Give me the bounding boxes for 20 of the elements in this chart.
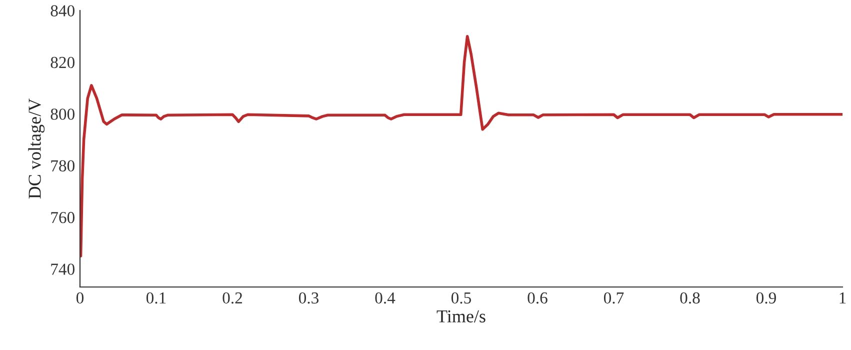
x-tick-label: 0.9 bbox=[756, 292, 776, 304]
x-axis-title: Time/s bbox=[436, 310, 486, 322]
x-tick-label: 0.6 bbox=[528, 292, 548, 304]
y-tick-label: 760 bbox=[51, 212, 74, 224]
x-tick-label: 1 bbox=[840, 292, 846, 304]
x-tick-label: 0.1 bbox=[146, 292, 166, 304]
x-tick-label: 0 bbox=[76, 292, 84, 304]
y-tick-label: 740 bbox=[51, 264, 74, 275]
x-tick-label: 0.3 bbox=[298, 292, 319, 304]
y-tick-label: 840 bbox=[50, 5, 74, 16]
x-tick-label: 0.4 bbox=[375, 292, 396, 304]
y-tick-label: 800 bbox=[50, 108, 74, 120]
y-tick-label: 820 bbox=[50, 56, 74, 68]
x-tick-label: 0.2 bbox=[222, 292, 242, 304]
y-axis-title: DC voltage/V bbox=[28, 98, 45, 199]
x-tick-label: 0.8 bbox=[680, 292, 700, 304]
x-tick-label: 0.5 bbox=[451, 292, 472, 304]
y-tick-label: 780 bbox=[51, 160, 74, 172]
line-series bbox=[80, 34, 842, 258]
x-tick-label: 0.7 bbox=[604, 292, 624, 304]
